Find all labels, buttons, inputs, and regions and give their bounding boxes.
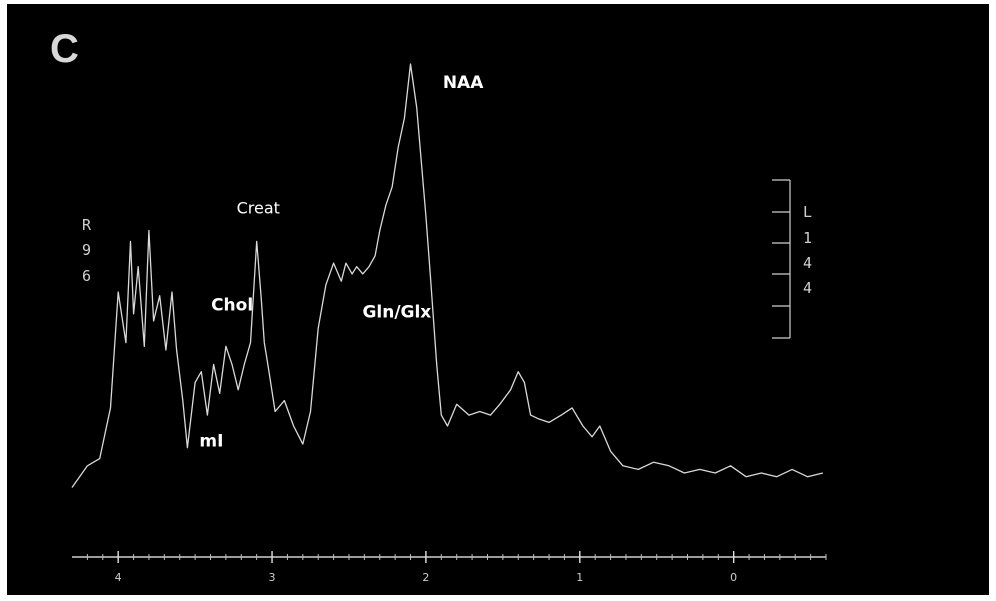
right-label-char: 4 xyxy=(803,254,812,272)
right-label-char: 4 xyxy=(803,279,812,297)
left-label-char: R xyxy=(82,216,92,234)
peak-label-creat: Creat xyxy=(237,198,280,217)
right-label-char: 1 xyxy=(803,229,812,247)
left-label-char: 6 xyxy=(82,267,91,285)
spectrum-trace xyxy=(71,63,824,488)
peak-annotations: NAA Creat Chol Gln/Glx mI xyxy=(199,73,484,452)
x-axis-major-ticks xyxy=(117,551,735,563)
peak-label-naa: NAA xyxy=(443,73,484,93)
x-axis-tick-labels: 4 3 2 1 0 xyxy=(115,571,738,584)
x-axis: 4 3 2 1 0 xyxy=(72,551,827,584)
left-orientation-label: R 9 6 xyxy=(82,216,92,285)
intensity-scale-bar: L 1 4 4 xyxy=(772,179,812,339)
right-label-char: L xyxy=(803,203,812,221)
x-tick-label: 3 xyxy=(269,571,276,584)
peak-label-chol: Chol xyxy=(211,295,253,315)
plot-background xyxy=(7,4,989,595)
peak-label-gln-glx: Gln/Glx xyxy=(362,303,431,323)
panel-letter: C xyxy=(50,27,79,71)
peak-label-mi: mI xyxy=(199,432,223,452)
x-tick-label: 0 xyxy=(730,571,737,584)
x-tick-label: 4 xyxy=(115,571,122,584)
x-tick-label: 1 xyxy=(576,571,583,584)
x-tick-label: 2 xyxy=(422,571,429,584)
left-label-char: 9 xyxy=(82,241,91,259)
